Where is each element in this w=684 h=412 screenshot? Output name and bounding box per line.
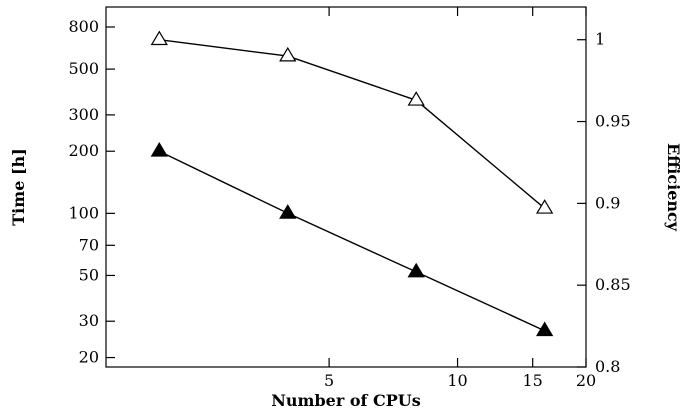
efficiency-data-point: [407, 91, 425, 106]
y2-axis-title: Efficiency: [664, 143, 683, 232]
y-tick-label: 100: [68, 203, 99, 222]
ticks: [106, 7, 587, 368]
x-tick-label: 10: [447, 371, 467, 390]
time-data-point: [535, 321, 554, 337]
series-line-time: [158, 150, 545, 332]
y-tick-label: 800: [68, 17, 99, 36]
x-tick-label: 5: [324, 371, 334, 390]
tick-labels: 5 10 15 20 20 30 50 70 100 200 300 500 800 0.8 0.85 0.9…: [68, 17, 630, 390]
y2-tick-label: 0.85: [595, 275, 631, 294]
time-data-point: [407, 262, 425, 278]
series-layer: [150, 30, 554, 337]
x-tick-label: 20: [576, 371, 596, 390]
y-tick-label: 50: [79, 265, 99, 284]
y-tick-label: 20: [79, 348, 99, 367]
time-data-point: [279, 204, 297, 219]
efficiency-data-point: [279, 46, 297, 62]
y-tick-label: 30: [79, 311, 99, 330]
x-tick-label: 15: [523, 371, 543, 390]
y-tick-label: 70: [79, 235, 99, 254]
x-axis-title: Number of CPUs: [271, 391, 420, 410]
plot-frame: [105, 6, 587, 368]
time-data-point: [150, 142, 168, 157]
y2-tick-label: 0.8: [595, 357, 620, 376]
series-line-efficiency: [159, 39, 546, 209]
y-axis-title: Time [h]: [9, 148, 28, 225]
y-tick-label: 200: [68, 141, 99, 160]
y-tick-label: 300: [68, 105, 99, 124]
efficiency-data-point: [150, 30, 168, 46]
y2-tick-label: 0.95: [595, 112, 631, 131]
efficiency-data-point: [535, 199, 554, 214]
y2-tick-label: 1: [595, 30, 605, 49]
y2-tick-label: 0.9: [595, 193, 620, 212]
y-tick-label: 500: [68, 59, 99, 78]
